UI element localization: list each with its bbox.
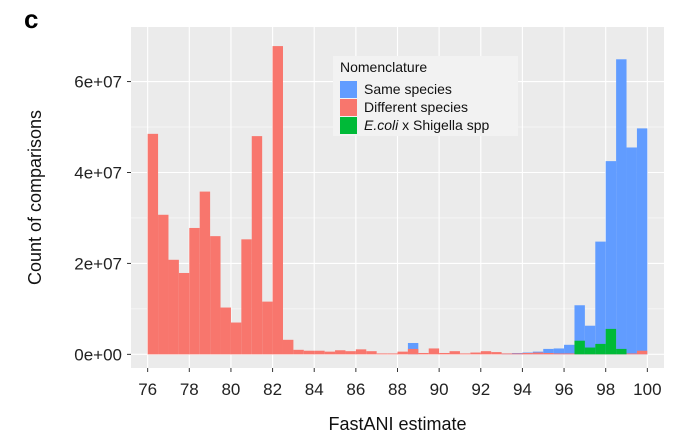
histogram-bar <box>626 147 637 355</box>
histogram-bar <box>407 342 419 355</box>
histogram-bar <box>387 353 398 355</box>
histogram-bar <box>397 351 408 355</box>
histogram-bar <box>428 348 440 355</box>
histogram-bar <box>158 214 169 355</box>
x-tick-label: 92 <box>471 380 490 399</box>
y-axis-title: Count of comparisons <box>25 110 45 285</box>
histogram-bar <box>147 133 159 355</box>
x-tick-label: 98 <box>596 380 615 399</box>
histogram-bar <box>522 352 533 355</box>
histogram-bar <box>220 307 231 355</box>
x-axis-title: FastANI estimate <box>328 414 466 433</box>
histogram-bar <box>553 353 565 355</box>
y-tick-label: 4e+07 <box>74 163 122 182</box>
histogram-bar <box>345 351 356 355</box>
histogram-bar <box>501 353 513 355</box>
legend-label: Same species <box>364 81 452 97</box>
histogram-bar <box>418 352 429 355</box>
y-tick-label: 2e+07 <box>74 254 122 273</box>
x-tick-label: 84 <box>305 380 324 399</box>
histogram-bar <box>564 344 575 355</box>
histogram-bar <box>355 349 367 355</box>
y-tick-label: 0e+00 <box>74 345 122 364</box>
histogram-bar <box>376 353 388 355</box>
histogram-bar <box>616 59 627 355</box>
histogram-bar <box>366 351 377 355</box>
legend-swatch <box>340 117 357 134</box>
legend-title: Nomenclature <box>340 59 427 75</box>
histogram-bar <box>584 347 596 355</box>
histogram-bar <box>168 259 179 355</box>
histogram-bar <box>512 353 523 355</box>
histogram-bar <box>605 161 617 355</box>
histogram-bar <box>636 128 648 355</box>
histogram-bar <box>178 272 190 355</box>
histogram-bar <box>553 348 565 355</box>
histogram-bar <box>282 339 294 355</box>
y-axis: 0e+00 2e+07 4e+07 6e+07 <box>74 73 131 364</box>
histogram-bar <box>314 350 325 355</box>
x-tick-label: 88 <box>388 380 407 399</box>
histogram-bar <box>584 325 596 355</box>
legend-label: E.coli x Shigella spp <box>364 117 490 133</box>
histogram-bar <box>407 348 419 355</box>
legend: Nomenclature Same species Different speci… <box>333 56 518 136</box>
histogram-bar <box>626 353 637 355</box>
histogram-bar <box>543 352 554 355</box>
histogram-bar <box>262 301 273 355</box>
x-tick-label: 78 <box>180 380 199 399</box>
x-tick-label: 96 <box>555 380 574 399</box>
histogram-bar <box>251 136 263 355</box>
panel-label: c <box>24 4 38 34</box>
histogram-bar <box>636 350 648 355</box>
histogram-bar <box>574 340 585 355</box>
histogram-bar <box>616 348 627 355</box>
legend-background <box>333 56 518 136</box>
histogram-bar <box>335 350 346 355</box>
histogram-bar <box>199 191 211 355</box>
histogram-bar <box>595 241 606 355</box>
histogram-bar <box>210 236 221 355</box>
histogram-bar <box>439 352 450 355</box>
x-axis: 76 78 80 82 84 86 88 90 92 94 96 98 100 <box>138 368 662 399</box>
x-tick-label: 100 <box>633 380 661 399</box>
x-tick-label: 86 <box>346 380 365 399</box>
histogram-bar <box>324 351 336 355</box>
histogram-bar <box>230 322 242 355</box>
x-tick-label: 76 <box>138 380 157 399</box>
histogram-bar <box>564 353 575 355</box>
histogram-bar <box>272 46 283 355</box>
histogram-bar <box>293 349 304 355</box>
histogram-bar <box>459 353 471 355</box>
histogram-bar <box>449 351 460 355</box>
legend-swatch <box>340 99 357 116</box>
histogram-bar <box>470 352 481 355</box>
legend-swatch <box>340 81 357 98</box>
x-tick-label: 82 <box>263 380 282 399</box>
x-tick-label: 80 <box>221 380 240 399</box>
histogram-bar <box>543 348 554 355</box>
histogram-bar <box>574 305 585 355</box>
legend-items: Same species Different species E.coli x Sh… <box>340 81 490 134</box>
histogram-bar <box>303 350 315 355</box>
histogram-bar <box>480 351 492 355</box>
histogram-bar <box>595 343 606 355</box>
x-tick-label: 94 <box>513 380 532 399</box>
histogram-bars <box>147 46 648 355</box>
histogram-bar <box>605 328 617 355</box>
legend-label: Different species <box>364 99 468 115</box>
x-tick-label: 90 <box>430 380 449 399</box>
histogram-bar <box>189 227 200 355</box>
histogram-bar <box>491 352 502 355</box>
y-tick-label: 6e+07 <box>74 73 122 92</box>
histogram-bar <box>241 239 252 355</box>
histogram-bar <box>532 352 544 355</box>
